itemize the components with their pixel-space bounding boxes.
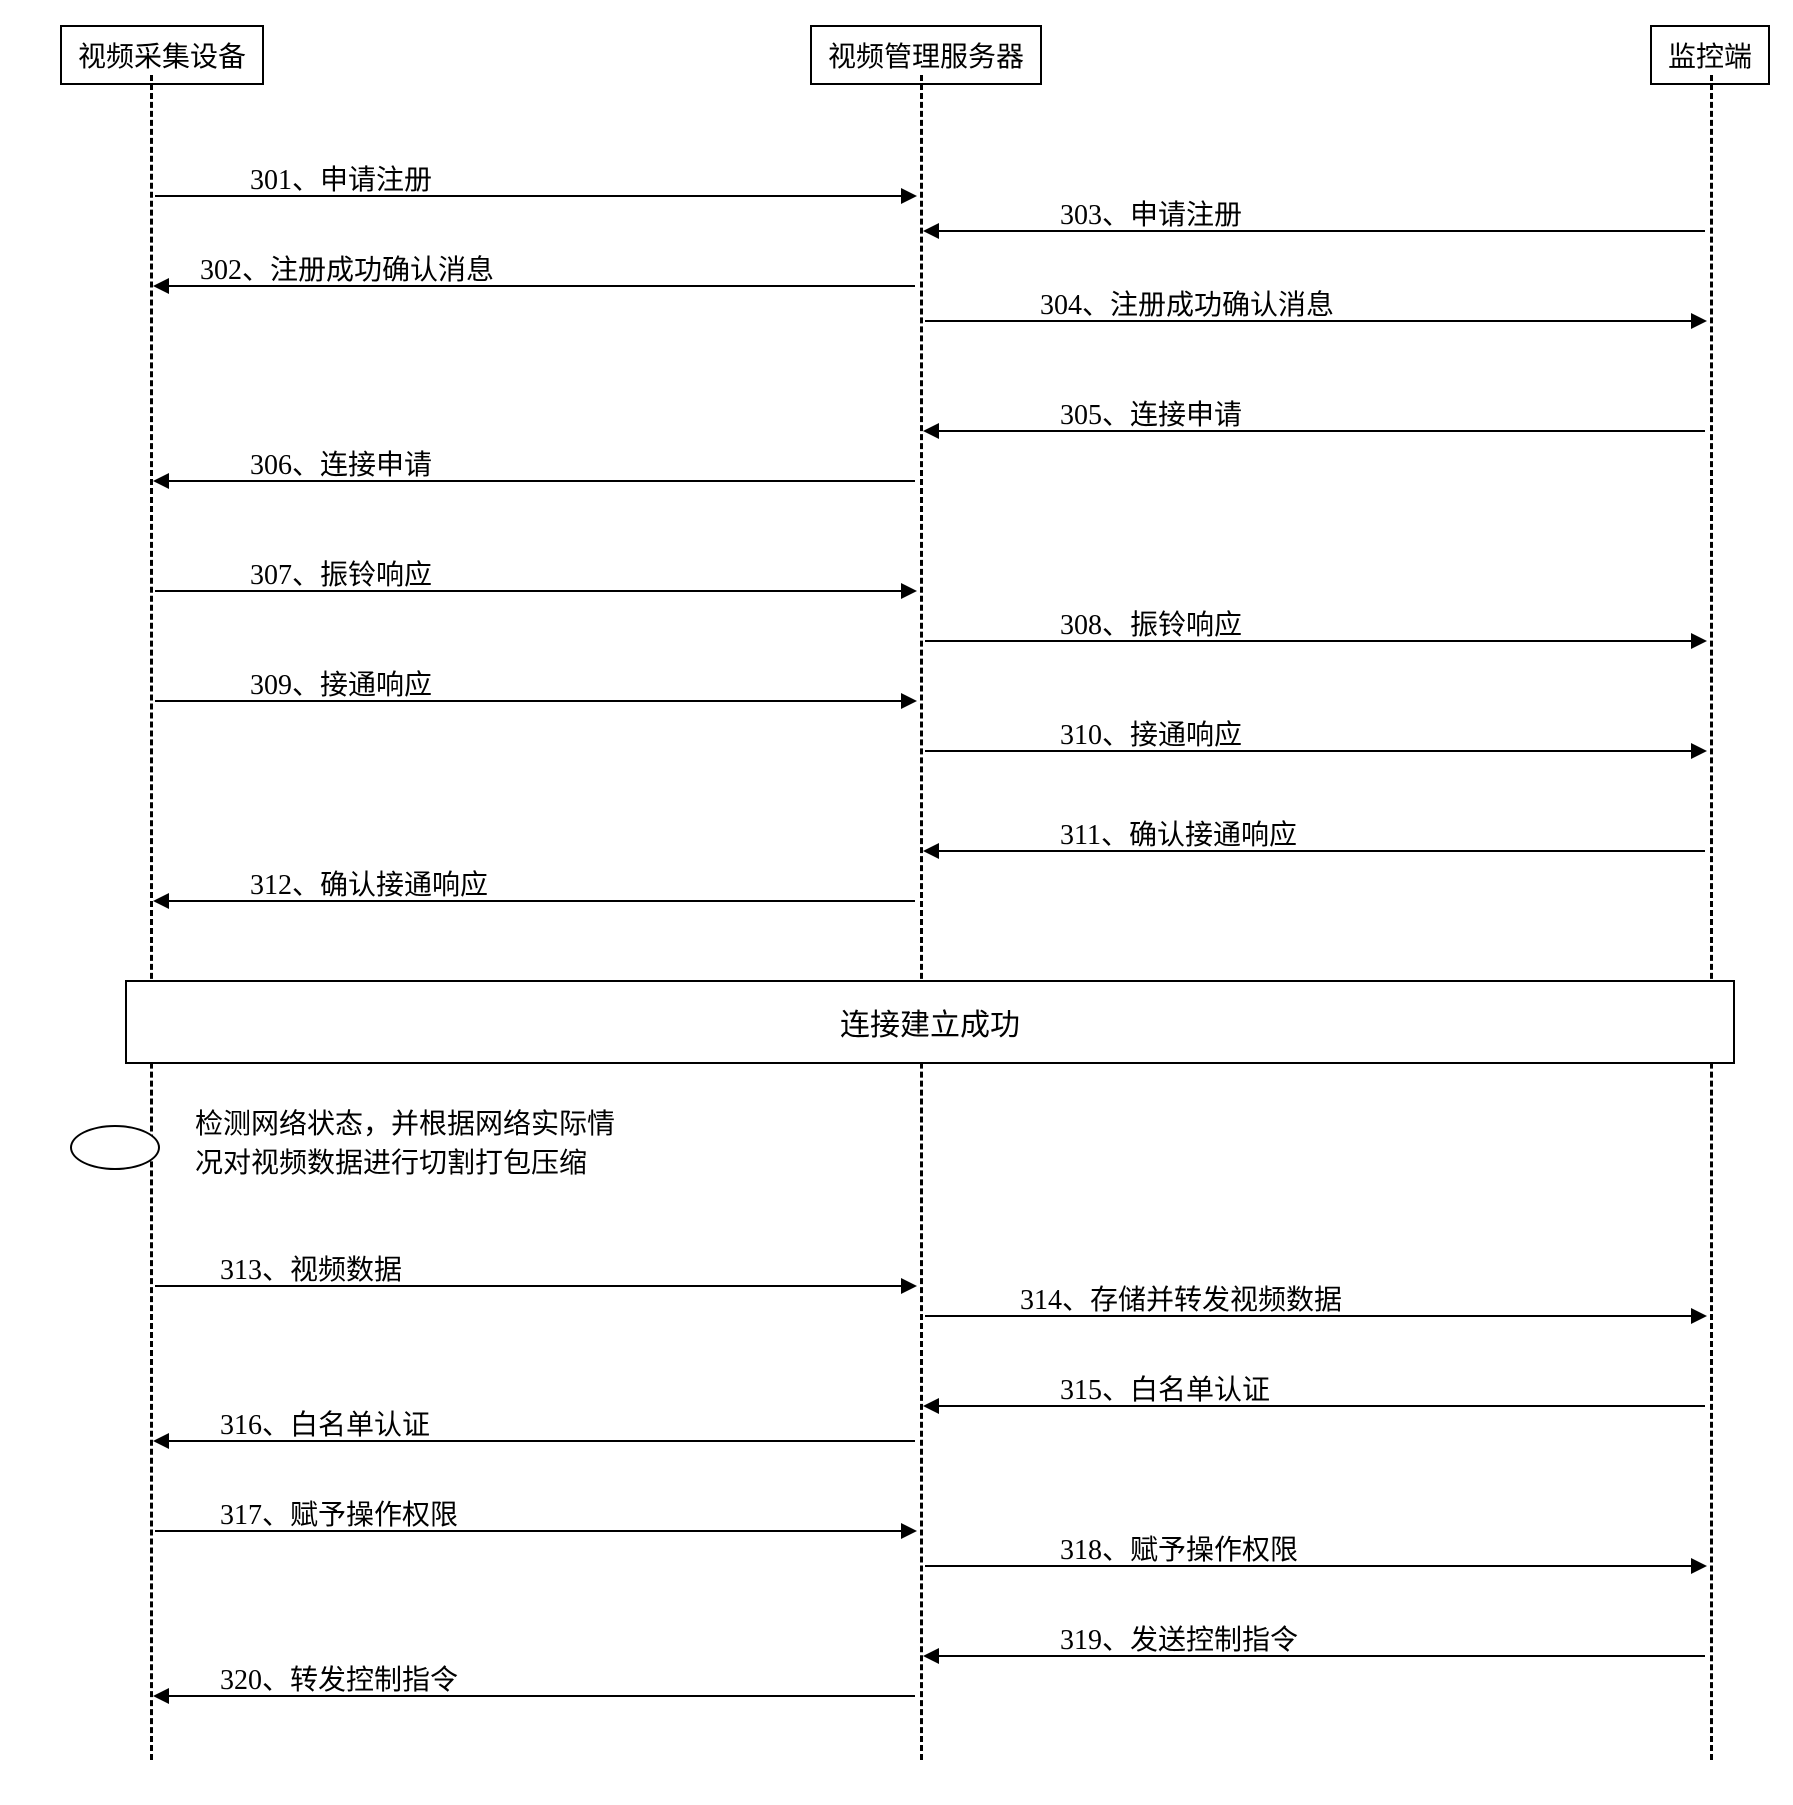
- msg-label-305: 305、连接申请: [1060, 393, 1242, 433]
- lifeline-c: [1710, 75, 1713, 1760]
- msg-label-303: 303、申请注册: [1060, 193, 1242, 233]
- msg-label-316: 316、白名单认证: [220, 1403, 430, 1443]
- msg-label-310: 310、接通响应: [1060, 713, 1242, 753]
- arrow-303: [925, 230, 1705, 232]
- msg-label-311: 311、确认接通响应: [1060, 813, 1297, 853]
- msg-label-319: 319、发送控制指令: [1060, 1618, 1298, 1658]
- arrow-319: [925, 1655, 1705, 1657]
- msg-label-315: 315、白名单认证: [1060, 1368, 1270, 1408]
- msg-label-301: 301、申请注册: [250, 158, 432, 198]
- arrow-310: [925, 750, 1705, 752]
- msg-label-307: 307、振铃响应: [250, 553, 432, 593]
- arrow-315: [925, 1405, 1705, 1407]
- msg-label-306: 306、连接申请: [250, 443, 432, 483]
- note-line-1: 检测网络状态，并根据网络实际情: [195, 1105, 615, 1144]
- arrow-305: [925, 430, 1705, 432]
- msg-label-313: 313、视频数据: [220, 1248, 402, 1288]
- actor-mgmt-server: 视频管理服务器: [810, 25, 1042, 85]
- arrow-311: [925, 850, 1705, 852]
- sequence-diagram: 视频采集设备 视频管理服务器 监控端 301、申请注册302、注册成功确认消息3…: [20, 20, 1793, 1785]
- msg-label-309: 309、接通响应: [250, 663, 432, 703]
- actor-capture-device: 视频采集设备: [60, 25, 264, 85]
- msg-label-320: 320、转发控制指令: [220, 1658, 458, 1698]
- note-marker-ellipse: [70, 1125, 160, 1170]
- msg-label-318: 318、赋予操作权限: [1060, 1528, 1298, 1568]
- msg-label-304: 304、注册成功确认消息: [1040, 283, 1334, 323]
- msg-label-317: 317、赋予操作权限: [220, 1493, 458, 1533]
- msg-label-312: 312、确认接通响应: [250, 863, 488, 903]
- msg-label-314: 314、存储并转发视频数据: [1020, 1278, 1342, 1318]
- msg-label-308: 308、振铃响应: [1060, 603, 1242, 643]
- lifeline-a: [150, 75, 153, 1760]
- note-text: 检测网络状态，并根据网络实际情 况对视频数据进行切割打包压缩: [195, 1105, 615, 1183]
- lifeline-b: [920, 75, 923, 1760]
- msg-label-302: 302、注册成功确认消息: [200, 248, 494, 288]
- arrow-318: [925, 1565, 1705, 1567]
- arrow-308: [925, 640, 1705, 642]
- note-line-2: 况对视频数据进行切割打包压缩: [195, 1144, 615, 1183]
- fragment-connected: 连接建立成功: [125, 980, 1735, 1064]
